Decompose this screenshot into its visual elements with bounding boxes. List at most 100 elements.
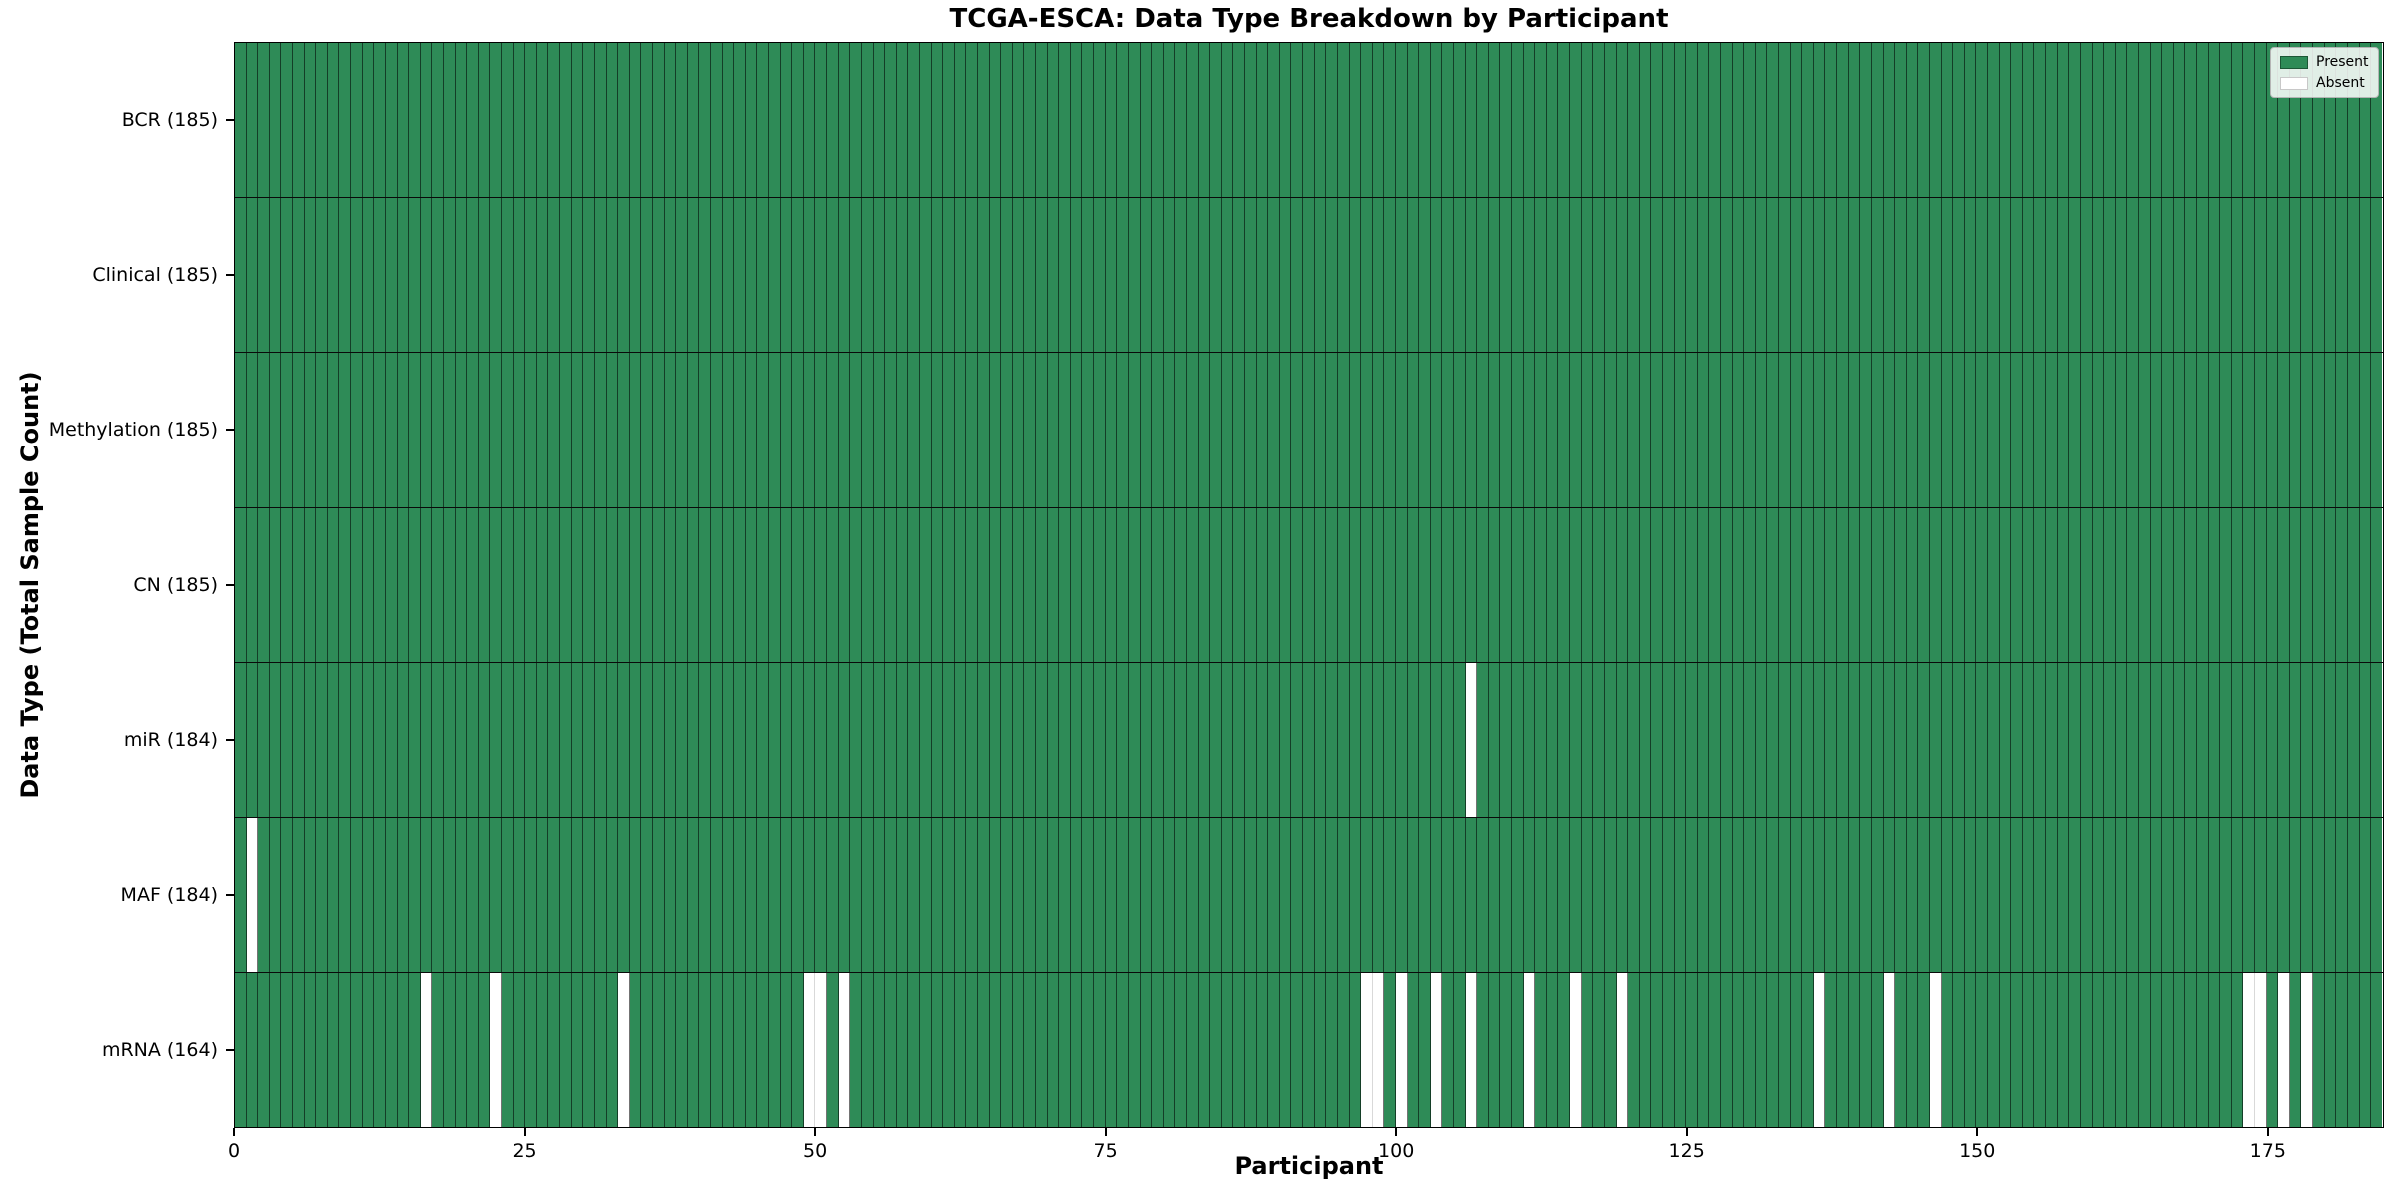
- cell-present: [2092, 663, 2105, 817]
- cell-present: [1279, 973, 1292, 1127]
- cell-present: [502, 973, 514, 1127]
- cell-present: [1929, 818, 1942, 972]
- cell-present: [1465, 508, 1478, 662]
- cell-present: [1558, 818, 1571, 972]
- cell-present: [1047, 43, 1060, 197]
- cell-present: [2034, 973, 2047, 1127]
- cell-present: [1651, 353, 1663, 507]
- cell-present: [327, 43, 340, 197]
- cell-present: [1779, 973, 1791, 1127]
- cell-present: [1500, 973, 1513, 1127]
- cell-present: [1268, 663, 1280, 817]
- cell-present: [1837, 353, 1849, 507]
- cell-present: [629, 973, 642, 1127]
- cell-present: [1407, 43, 1420, 197]
- cell-present: [1500, 353, 1513, 507]
- cell-present: [2011, 818, 2023, 972]
- cell-present: [757, 353, 770, 507]
- cell-present: [1651, 43, 1663, 197]
- cell-present: [1012, 43, 1025, 197]
- x-axis-label: Participant: [1234, 1152, 1384, 1180]
- cell-present: [1210, 663, 1222, 817]
- y-tick-mark: [226, 1049, 234, 1052]
- cell-present: [1918, 198, 1930, 352]
- cell-present: [1210, 198, 1222, 352]
- cell-present: [827, 818, 839, 972]
- cell-present: [2336, 973, 2348, 1127]
- cell-present: [769, 43, 781, 197]
- cell-present: [2092, 353, 2105, 507]
- cell-present: [548, 43, 561, 197]
- cell-present: [2034, 663, 2047, 817]
- cell-present: [1721, 353, 1733, 507]
- cell-present: [629, 198, 642, 352]
- cell-present: [293, 198, 305, 352]
- cell-present: [443, 508, 456, 662]
- cell-present: [850, 198, 862, 352]
- cell-present: [2289, 973, 2302, 1127]
- y-tick-label-mRNA: mRNA (164): [101, 1039, 218, 1062]
- cell-present: [2336, 818, 2348, 972]
- cell-present: [1628, 818, 1640, 972]
- cell-present: [1593, 353, 1605, 507]
- cell-present: [1802, 353, 1814, 507]
- cell-present: [2347, 818, 2360, 972]
- cell-present: [478, 353, 491, 507]
- cell-present: [1964, 353, 1977, 507]
- cell-present: [2371, 353, 2382, 507]
- cell-present: [1906, 508, 1919, 662]
- cell-present: [1813, 818, 1826, 972]
- cell-present: [1488, 663, 1501, 817]
- cell-absent: [815, 973, 828, 1127]
- cell-present: [966, 508, 978, 662]
- cell-present: [1721, 508, 1733, 662]
- cell-present: [1639, 198, 1652, 352]
- cell-present: [1604, 973, 1617, 1127]
- cell-present: [1755, 818, 1768, 972]
- cell-present: [1837, 818, 1849, 972]
- cell-present: [513, 43, 526, 197]
- cell-present: [2162, 198, 2174, 352]
- cell-present: [1918, 818, 1930, 972]
- cell-present: [1349, 663, 1362, 817]
- cell-present: [327, 818, 340, 972]
- cell-present: [513, 198, 526, 352]
- cell-present: [2162, 508, 2174, 662]
- cell-present: [931, 973, 944, 1127]
- cell-present: [235, 198, 247, 352]
- cell-present: [1442, 43, 1454, 197]
- cell-present: [490, 353, 503, 507]
- cell-present: [1094, 663, 1106, 817]
- cell-present: [1361, 43, 1373, 197]
- cell-present: [304, 198, 317, 352]
- cell-present: [1929, 43, 1942, 197]
- cell-present: [351, 663, 363, 817]
- cell-present: [1871, 508, 1884, 662]
- cell-present: [1117, 508, 1129, 662]
- cell-present: [1767, 973, 1780, 1127]
- cell-present: [1337, 43, 1350, 197]
- cell-present: [1988, 353, 2000, 507]
- cell-present: [1198, 43, 1211, 197]
- cell-present: [769, 353, 781, 507]
- row-mRNA: [235, 973, 2383, 1127]
- cell-present: [2185, 818, 2197, 972]
- cell-present: [1477, 353, 1489, 507]
- cell-present: [1152, 663, 1164, 817]
- cell-present: [1221, 198, 1234, 352]
- cell-present: [2046, 43, 2058, 197]
- cell-present: [978, 818, 990, 972]
- cell-present: [1779, 353, 1791, 507]
- cell-present: [1465, 818, 1478, 972]
- cell-present: [560, 43, 572, 197]
- cell-present: [397, 353, 410, 507]
- cell-present: [246, 973, 259, 1127]
- cell-present: [641, 43, 653, 197]
- cell-present: [780, 43, 793, 197]
- cell-present: [304, 663, 317, 817]
- x-tick-label-50: 50: [802, 1140, 828, 1162]
- cell-present: [1047, 508, 1060, 662]
- cell-present: [269, 973, 282, 1127]
- cell-absent: [490, 973, 503, 1127]
- cell-present: [397, 663, 410, 817]
